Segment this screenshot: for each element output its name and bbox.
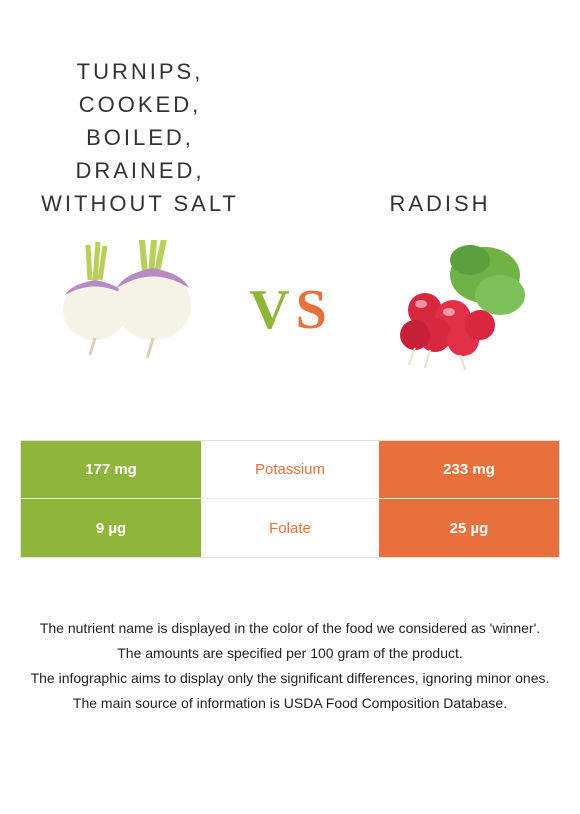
vs-v: V bbox=[249, 278, 293, 342]
right-value: 25 µg bbox=[379, 499, 559, 557]
images-row: V S bbox=[0, 220, 580, 420]
left-value: 177 mg bbox=[21, 441, 201, 498]
left-food-title: TURNIPS, COOKED, BOILED, DRAINED, WITHOU… bbox=[40, 55, 240, 220]
note: The nutrient name is displayed in the co… bbox=[20, 618, 560, 639]
footnotes: The nutrient name is displayed in the co… bbox=[0, 618, 580, 714]
header: TURNIPS, COOKED, BOILED, DRAINED, WITHOU… bbox=[0, 0, 580, 220]
table-row: 177 mg Potassium 233 mg bbox=[21, 441, 559, 499]
note: The amounts are specified per 100 gram o… bbox=[20, 643, 560, 664]
nutrient-label: Folate bbox=[201, 499, 379, 557]
left-food-image bbox=[40, 235, 210, 385]
right-food-title: RADISH bbox=[340, 187, 540, 220]
table-row: 9 µg Folate 25 µg bbox=[21, 499, 559, 557]
vs-s: S bbox=[296, 278, 331, 342]
vs-label: V S bbox=[249, 278, 331, 342]
note: The main source of information is USDA F… bbox=[20, 693, 560, 714]
left-value: 9 µg bbox=[21, 499, 201, 557]
note: The infographic aims to display only the… bbox=[20, 668, 560, 689]
nutrient-table: 177 mg Potassium 233 mg 9 µg Folate 25 µ… bbox=[20, 440, 560, 558]
right-food-image bbox=[370, 235, 540, 385]
right-value: 233 mg bbox=[379, 441, 559, 498]
nutrient-label: Potassium bbox=[201, 441, 379, 498]
